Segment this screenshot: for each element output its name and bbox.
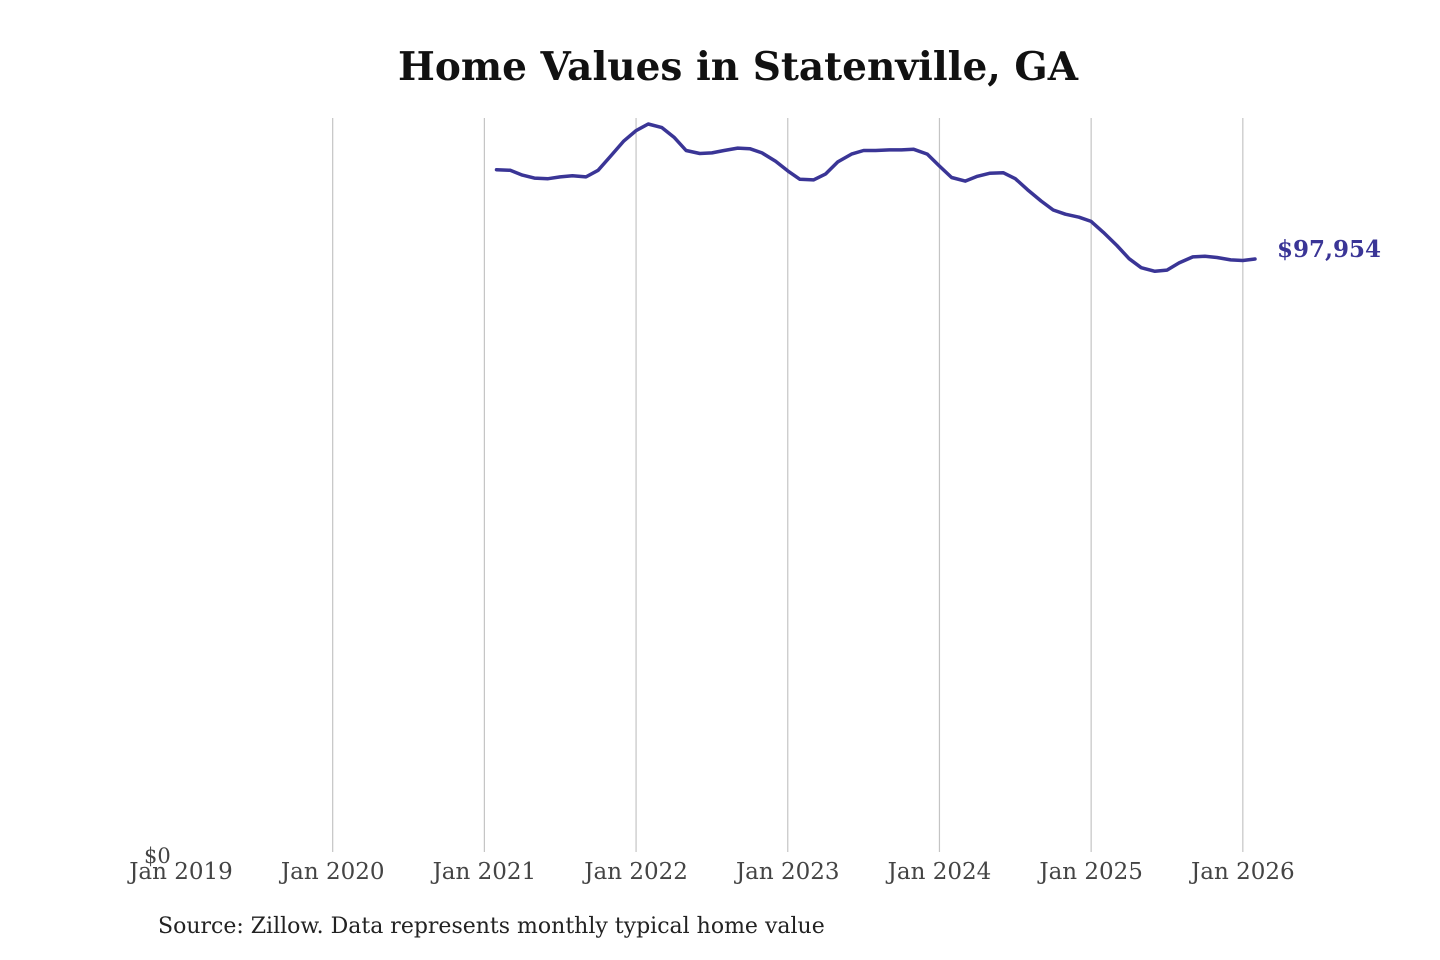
home-value-series-line bbox=[494, 122, 1257, 274]
x-tick-label: Jan 2024 bbox=[886, 859, 992, 885]
y-axis-zero-label: $0 bbox=[144, 844, 171, 868]
source-note: Source: Zillow. Data represents monthly … bbox=[158, 914, 825, 939]
x-tick-label: Jan 2026 bbox=[1189, 859, 1295, 885]
x-axis-ticks: Jan 2019 Jan 2020 Jan 2021 Jan 2022 Jan 2023… bbox=[127, 859, 1294, 885]
x-tick-label: Jan 2022 bbox=[582, 859, 688, 885]
x-tick-label: Jan 2025 bbox=[1037, 859, 1143, 885]
x-tick-label: Jan 2019 bbox=[127, 859, 233, 885]
gridlines bbox=[332, 118, 1244, 852]
x-tick-label: Jan 2023 bbox=[734, 859, 840, 885]
chart-title: Home Values in Statenville, GA bbox=[397, 44, 1078, 90]
x-tick-label: Jan 2020 bbox=[279, 859, 385, 885]
x-tick-label: Jan 2021 bbox=[431, 859, 537, 885]
latest-value-label: $97,954 bbox=[1277, 236, 1381, 263]
